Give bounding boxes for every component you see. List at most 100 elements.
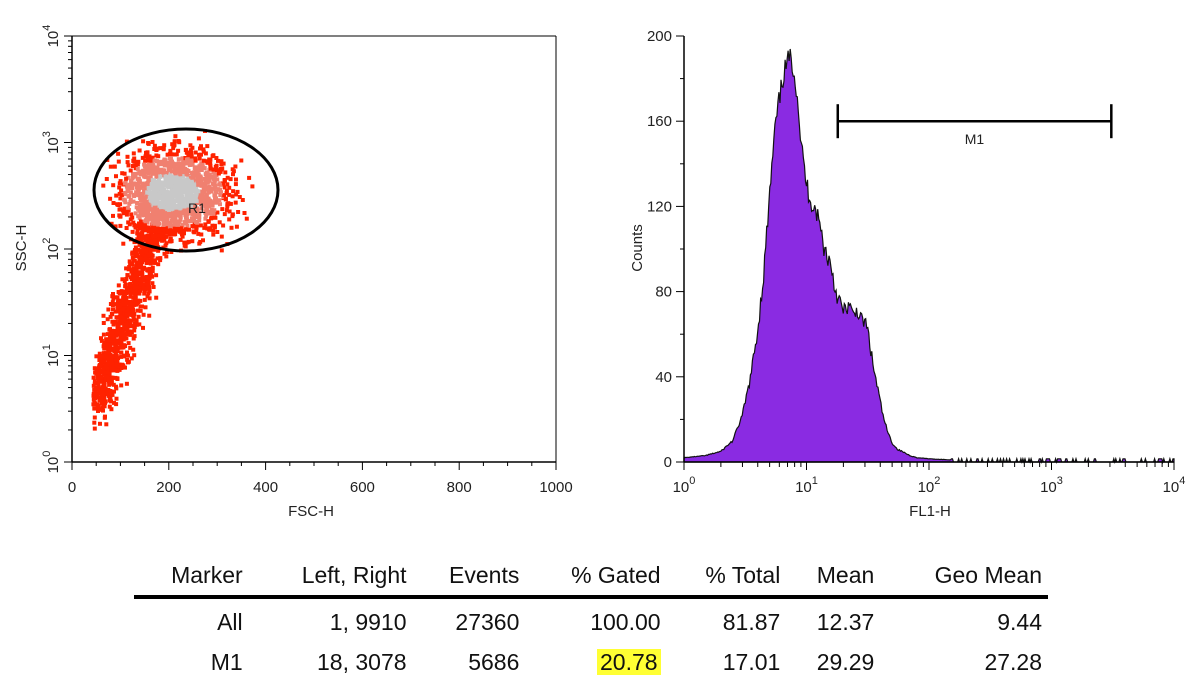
event-dot [149,207,154,212]
event-dot [135,228,140,233]
event-dot [234,177,238,182]
event-dot [126,341,131,346]
event-dot [165,161,170,165]
event-dot [223,170,228,175]
event-dot [231,169,236,174]
event-dot [133,166,138,171]
event-dot [99,360,104,365]
event-dot [198,195,203,200]
event-dot [163,243,168,248]
event-dot [162,237,167,242]
event-dot [218,182,223,187]
event-dot [146,228,151,233]
dot-plot-y-tick-label-group: 103 [41,131,62,154]
cell-pct-total: 81.87 [722,608,781,635]
event-dot [112,336,117,341]
event-dot [175,175,180,180]
event-dot [186,206,191,211]
event-dot [104,392,109,397]
event-dot [151,164,156,169]
col-header-events: Events [412,562,526,599]
event-dot [146,179,151,184]
event-dot [179,230,184,235]
event-dot [207,204,212,209]
event-dot [183,227,188,232]
event-dot [169,239,174,244]
event-dot [129,356,134,361]
event-dot [108,343,113,348]
event-dot [147,286,152,290]
event-dot [216,171,221,176]
event-dot [127,193,132,198]
event-dot [161,170,166,175]
event-dot [158,193,163,198]
event-dot [195,223,200,228]
event-dot [111,307,115,312]
event-dot [221,223,226,228]
event-dot [176,139,181,143]
event-dot [208,166,213,171]
event-dot [158,174,163,178]
event-dot [136,171,141,176]
event-dot [110,319,115,324]
event-dot [158,186,162,191]
event-dot [151,203,156,208]
event-dot [190,200,195,205]
event-dot [182,208,187,213]
event-dot [129,323,134,328]
event-dot [158,146,163,151]
event-dot [182,184,187,189]
event-dot [108,327,112,332]
event-dot [128,301,132,306]
event-dot [109,359,114,363]
event-dot [135,167,140,171]
event-dot [210,223,215,228]
dot-plot-x-tick-label: 600 [350,479,375,496]
event-dot [139,211,144,215]
event-dot [220,207,225,212]
event-dot [114,339,119,343]
event-dot [137,255,142,260]
event-dot [98,363,103,368]
region-r1-ellipse[interactable] [92,127,280,253]
event-dot [199,189,204,194]
event-dot [229,225,234,230]
event-dot [150,140,155,144]
event-dot [197,156,202,161]
event-dot [116,283,121,288]
event-dot [189,154,194,159]
event-dot [130,215,135,220]
event-dot [164,241,169,246]
event-dot [157,237,162,242]
event-dot [108,396,113,401]
event-dot [144,250,149,255]
event-dot [211,186,216,191]
event-dot [92,420,97,425]
marker-m1-bar[interactable] [836,104,1113,139]
event-dot [92,406,97,411]
event-dot [134,322,139,327]
event-dot [169,198,174,202]
event-dot [203,204,208,209]
event-dot [168,148,173,153]
event-dot [99,338,104,343]
event-dot [181,202,186,207]
event-dot [156,217,161,221]
event-dot [148,251,153,256]
event-dot [155,240,160,245]
event-dot [117,338,122,343]
event-dot [199,206,204,211]
event-dot [143,218,148,223]
event-dot [121,345,126,350]
event-dot [154,148,159,152]
event-dot [116,322,121,326]
event-dot [134,160,139,165]
event-dot [155,198,160,203]
event-dot [97,388,102,393]
event-dot [145,203,150,208]
event-dot [153,226,158,231]
event-dot [132,266,136,271]
event-dot [146,252,151,257]
event-dot [160,235,164,240]
event-dot [203,151,208,156]
